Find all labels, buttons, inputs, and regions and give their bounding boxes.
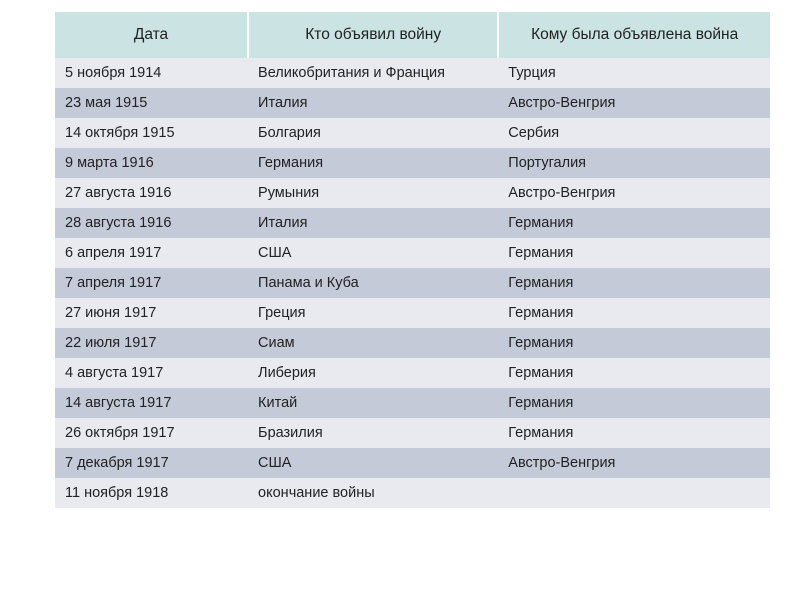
table-row: 23 мая 1915ИталияАвстро-Венгрия xyxy=(55,88,770,118)
table-row: 14 августа 1917КитайГермания xyxy=(55,388,770,418)
table-header: ДатаКто объявил войнуКому была объявлена… xyxy=(55,12,770,58)
cell-whom: Германия xyxy=(498,418,770,448)
table-row: 9 марта 1916ГерманияПортугалия xyxy=(55,148,770,178)
table-row: 26 октября 1917БразилияГермания xyxy=(55,418,770,448)
cell-date: 5 ноября 1914 xyxy=(55,58,248,88)
cell-who: Италия xyxy=(248,208,498,238)
cell-whom: Португалия xyxy=(498,148,770,178)
cell-date: 6 апреля 1917 xyxy=(55,238,248,268)
cell-date: 11 ноября 1918 xyxy=(55,478,248,508)
column-header-2: Кому была объявлена война xyxy=(498,12,770,58)
war-declarations-table: ДатаКто объявил войнуКому была объявлена… xyxy=(55,12,770,508)
cell-date: 7 апреля 1917 xyxy=(55,268,248,298)
cell-date: 4 августа 1917 xyxy=(55,358,248,388)
table-row: 6 апреля 1917СШАГермания xyxy=(55,238,770,268)
cell-who: Бразилия xyxy=(248,418,498,448)
cell-who: Греция xyxy=(248,298,498,328)
cell-who: Великобритания и Франция xyxy=(248,58,498,88)
table-body: 5 ноября 1914Великобритания и ФранцияТур… xyxy=(55,58,770,508)
cell-date: 9 марта 1916 xyxy=(55,148,248,178)
cell-whom: Германия xyxy=(498,298,770,328)
table-row: 27 августа 1916РумынияАвстро-Венгрия xyxy=(55,178,770,208)
cell-date: 14 октября 1915 xyxy=(55,118,248,148)
cell-whom: Австро-Венгрия xyxy=(498,88,770,118)
cell-whom: Германия xyxy=(498,268,770,298)
cell-whom: Австро-Венгрия xyxy=(498,178,770,208)
cell-date: 23 мая 1915 xyxy=(55,88,248,118)
column-header-1: Кто объявил войну xyxy=(248,12,498,58)
cell-who: окончание войны xyxy=(248,478,498,508)
cell-whom: Германия xyxy=(498,238,770,268)
cell-who: Италия xyxy=(248,88,498,118)
cell-date: 26 октября 1917 xyxy=(55,418,248,448)
cell-whom: Германия xyxy=(498,328,770,358)
cell-whom: Германия xyxy=(498,358,770,388)
cell-who: Румыния xyxy=(248,178,498,208)
table-row: 7 апреля 1917Панама и КубаГермания xyxy=(55,268,770,298)
cell-date: 27 августа 1916 xyxy=(55,178,248,208)
cell-whom: Австро-Венгрия xyxy=(498,448,770,478)
cell-who: Болгария xyxy=(248,118,498,148)
table-row: 11 ноября 1918окончание войны xyxy=(55,478,770,508)
cell-whom: Турция xyxy=(498,58,770,88)
cell-date: 27 июня 1917 xyxy=(55,298,248,328)
cell-date: 28 августа 1916 xyxy=(55,208,248,238)
cell-who: Германия xyxy=(248,148,498,178)
cell-whom: Германия xyxy=(498,388,770,418)
cell-who: Китай xyxy=(248,388,498,418)
cell-who: США xyxy=(248,448,498,478)
cell-whom: Германия xyxy=(498,208,770,238)
table-row: 5 ноября 1914Великобритания и ФранцияТур… xyxy=(55,58,770,88)
cell-who: Панама и Куба xyxy=(248,268,498,298)
cell-who: США xyxy=(248,238,498,268)
table-row: 7 декабря 1917СШААвстро-Венгрия xyxy=(55,448,770,478)
table-row: 28 августа 1916ИталияГермания xyxy=(55,208,770,238)
table-row: 14 октября 1915БолгарияСербия xyxy=(55,118,770,148)
cell-date: 14 августа 1917 xyxy=(55,388,248,418)
table-row: 27 июня 1917ГрецияГермания xyxy=(55,298,770,328)
cell-who: Сиам xyxy=(248,328,498,358)
cell-date: 22 июля 1917 xyxy=(55,328,248,358)
table-row: 4 августа 1917ЛиберияГермания xyxy=(55,358,770,388)
column-header-0: Дата xyxy=(55,12,248,58)
cell-date: 7 декабря 1917 xyxy=(55,448,248,478)
cell-whom xyxy=(498,478,770,508)
cell-whom: Сербия xyxy=(498,118,770,148)
table-row: 22 июля 1917СиамГермания xyxy=(55,328,770,358)
cell-who: Либерия xyxy=(248,358,498,388)
